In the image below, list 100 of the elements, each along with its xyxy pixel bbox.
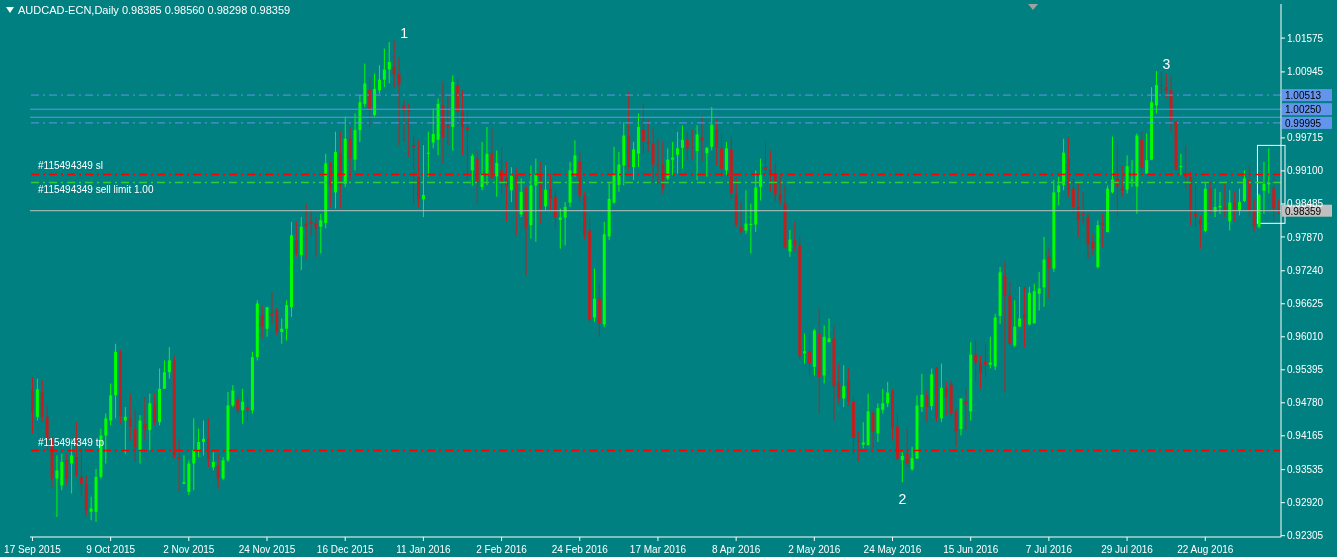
candlestick bbox=[592, 268, 596, 323]
candlestick bbox=[925, 389, 929, 423]
x-tick-label: 17 Sep 2015 bbox=[4, 544, 62, 555]
candlestick bbox=[1262, 161, 1266, 215]
candlestick bbox=[65, 453, 69, 486]
candlestick bbox=[964, 388, 968, 431]
candlestick bbox=[544, 165, 548, 211]
candlestick bbox=[695, 124, 699, 181]
candlestick bbox=[280, 318, 284, 345]
candlestick bbox=[685, 131, 689, 161]
candlestick bbox=[143, 396, 147, 441]
candlestick bbox=[363, 63, 367, 108]
candlestick bbox=[847, 367, 851, 406]
candlestick bbox=[382, 48, 386, 88]
x-tick-label: 8 Apr 2016 bbox=[711, 544, 761, 555]
candlestick bbox=[417, 139, 421, 208]
candlestick bbox=[275, 306, 279, 336]
x-tick-label: 29 Jul 2016 bbox=[1101, 544, 1154, 555]
y-tick-label: 0.97240 bbox=[1287, 265, 1324, 277]
candlestick bbox=[739, 201, 743, 235]
candlestick bbox=[1233, 191, 1237, 223]
candlestick bbox=[465, 109, 469, 181]
candlestick bbox=[954, 408, 958, 448]
candlestick bbox=[377, 64, 381, 95]
candlestick bbox=[211, 451, 215, 471]
candlestick bbox=[1242, 169, 1246, 203]
candlestick bbox=[241, 388, 245, 425]
candlestick bbox=[1272, 176, 1276, 221]
candlestick bbox=[788, 229, 792, 258]
candlestick bbox=[368, 76, 372, 128]
candlestick bbox=[861, 421, 865, 449]
annotation: 2 bbox=[898, 491, 907, 508]
candlestick bbox=[392, 40, 396, 88]
y-tick-label: 0.97870 bbox=[1287, 231, 1324, 243]
ref-line-label: 1.00513 bbox=[1285, 90, 1322, 102]
candlestick bbox=[60, 453, 64, 491]
candlestick bbox=[304, 203, 308, 261]
candlestick bbox=[1194, 177, 1198, 228]
candlestick bbox=[319, 213, 323, 255]
ref-line-label: #115494349 sl bbox=[38, 160, 103, 172]
x-tick-label: 24 Nov 2015 bbox=[238, 544, 296, 555]
candlestick bbox=[221, 456, 225, 481]
candlestick bbox=[905, 428, 909, 468]
candlestick bbox=[89, 496, 93, 521]
annotation: 1 bbox=[400, 25, 409, 42]
candlestick bbox=[1013, 299, 1017, 348]
ref-line-label: 0.99995 bbox=[1285, 117, 1322, 129]
candlestick bbox=[421, 144, 425, 218]
x-tick-label: 9 Oct 2015 bbox=[86, 544, 136, 555]
candlestick bbox=[646, 118, 650, 153]
candlestick bbox=[558, 208, 562, 250]
candlestick bbox=[710, 106, 714, 152]
candlestick bbox=[31, 376, 34, 434]
candlestick bbox=[79, 446, 83, 498]
candlestick bbox=[944, 381, 948, 416]
candlestick bbox=[764, 141, 768, 175]
candlestick bbox=[1252, 198, 1256, 233]
candlestick bbox=[55, 454, 59, 518]
candlestick bbox=[749, 203, 753, 255]
candlestick bbox=[900, 451, 904, 483]
x-tick-label: 17 Mar 2016 bbox=[629, 544, 687, 555]
candlestick bbox=[759, 158, 763, 201]
candlestick bbox=[807, 333, 811, 376]
candlestick bbox=[1081, 191, 1085, 225]
candlestick bbox=[553, 189, 557, 229]
x-tick-label: 16 Dec 2015 bbox=[316, 544, 374, 555]
y-tick-label: 0.92920 bbox=[1287, 497, 1324, 509]
candlestick bbox=[881, 388, 885, 415]
candlestick bbox=[1047, 248, 1051, 300]
candlestick bbox=[1076, 181, 1080, 238]
candlestick bbox=[983, 343, 987, 378]
candlestick bbox=[1023, 286, 1026, 348]
candlestick bbox=[260, 304, 264, 339]
candlestick bbox=[446, 94, 450, 146]
candlestick bbox=[104, 413, 108, 464]
candlestick bbox=[768, 150, 772, 193]
y-tick-label: 0.96625 bbox=[1287, 298, 1324, 310]
candlestick bbox=[1071, 177, 1075, 215]
ref-line-label: 1.00250 bbox=[1285, 104, 1322, 116]
candlestick bbox=[671, 141, 675, 176]
x-tick-label: 2 Nov 2015 bbox=[163, 544, 215, 555]
candlestick bbox=[1238, 188, 1242, 216]
candlestick bbox=[744, 189, 748, 235]
candlestick bbox=[1003, 261, 1007, 393]
candlestick bbox=[1228, 189, 1232, 232]
candlestick bbox=[1125, 154, 1129, 194]
candlestick bbox=[182, 454, 186, 485]
candlestick bbox=[348, 126, 352, 181]
candlestick bbox=[1145, 132, 1149, 175]
candlestick bbox=[216, 453, 220, 490]
candlestick bbox=[397, 56, 401, 146]
candlestick bbox=[128, 393, 132, 441]
candlestick bbox=[265, 306, 269, 338]
y-tick-label: 0.94165 bbox=[1287, 430, 1324, 442]
y-tick-label: 1.00945 bbox=[1287, 66, 1324, 78]
candlestick bbox=[431, 108, 435, 149]
candlestick bbox=[856, 431, 860, 463]
x-tick-label: 2 Feb 2016 bbox=[476, 544, 528, 555]
x-tick-label: 15 Jun 2016 bbox=[943, 544, 999, 555]
candlestick bbox=[509, 166, 513, 203]
